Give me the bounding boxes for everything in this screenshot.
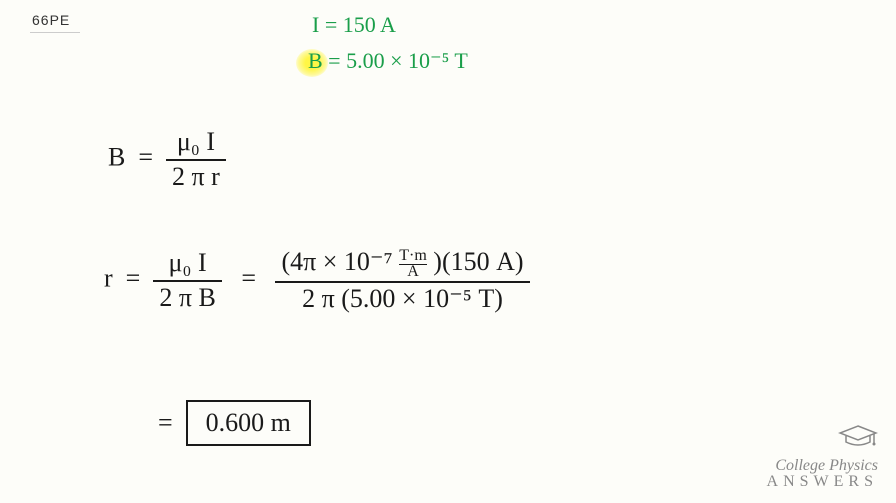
answer-value: 0.600 m: [206, 408, 291, 437]
solve-fraction-numeric: (4π × 10⁻⁷ T·m A )(150 A) 2 π (5.00 × 10…: [275, 248, 529, 314]
solve-sym-den: 2 π B: [153, 280, 221, 313]
solve-sym-num: μ₀ I: [153, 249, 221, 280]
formula-fraction: μ₀ I 2 π r: [166, 128, 226, 191]
solve-num-numerator: (4π × 10⁻⁷ T·m A )(150 A): [275, 248, 529, 281]
equals-sign: =: [158, 408, 173, 437]
unit-den: A: [399, 264, 427, 279]
formula-field: B = μ₀ I 2 π r: [108, 128, 226, 191]
formula-denominator: 2 π r: [166, 159, 226, 192]
calc-num-part-a: (4π × 10⁻⁷: [281, 247, 392, 276]
unit-num: T·m: [399, 249, 427, 263]
formula-lhs: B: [108, 143, 125, 172]
brand-logo: College Physics ANSWERS: [767, 424, 878, 491]
graduation-cap-icon: [838, 424, 878, 448]
solve-lhs: r: [104, 264, 113, 293]
problem-label: 66PE: [30, 10, 80, 33]
given-current: I = 150 A: [312, 12, 396, 38]
given-field: B = 5.00 × 10⁻⁵ T: [308, 48, 468, 74]
equals-sign: =: [138, 143, 153, 172]
brand-line2: ANSWERS: [767, 473, 878, 491]
solve-fraction-symbolic: μ₀ I 2 π B: [153, 249, 221, 312]
answer-line: = 0.600 m: [158, 400, 311, 446]
equals-sign: =: [126, 264, 141, 293]
answer-box: 0.600 m: [186, 400, 311, 446]
solve-line: r = μ₀ I 2 π B = (4π × 10⁻⁷ T·m A )(150 …: [104, 248, 530, 314]
unit-fraction: T·m A: [399, 249, 427, 279]
formula-numerator: μ₀ I: [166, 128, 226, 159]
calc-num-part-b: )(150 A): [433, 247, 523, 276]
solve-num-denominator: 2 π (5.00 × 10⁻⁵ T): [275, 281, 529, 314]
equals-sign: =: [241, 264, 256, 293]
